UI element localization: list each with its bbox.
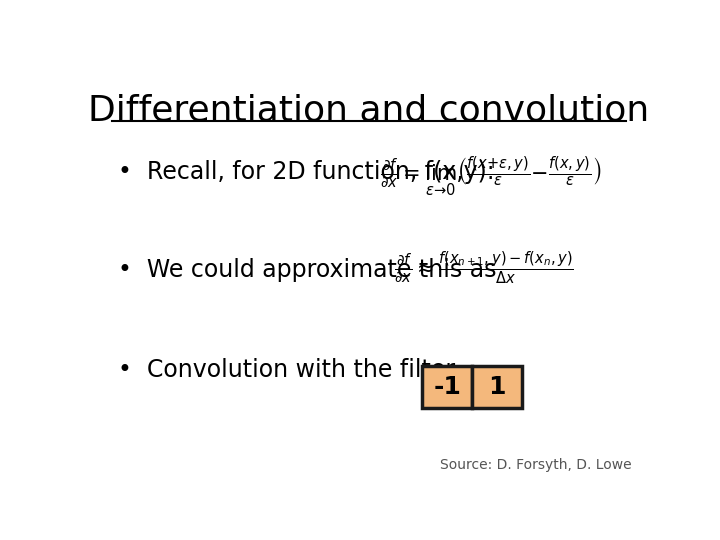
Text: Source: D. Forsyth, D. Lowe: Source: D. Forsyth, D. Lowe bbox=[440, 458, 631, 472]
FancyBboxPatch shape bbox=[422, 366, 472, 408]
Text: •  We could approximate this as: • We could approximate this as bbox=[118, 258, 496, 282]
Text: •  Convolution with the filter: • Convolution with the filter bbox=[118, 358, 455, 382]
Text: $\frac{\partial f}{\partial x} = \lim_{\varepsilon \to 0}\left(\frac{f(x+\vareps: $\frac{\partial f}{\partial x} = \lim_{\… bbox=[380, 154, 602, 199]
Text: -1: -1 bbox=[433, 375, 461, 399]
FancyBboxPatch shape bbox=[472, 366, 523, 408]
Text: Differentiation and convolution: Differentiation and convolution bbox=[89, 94, 649, 128]
Text: •  Recall, for 2D function, f(x,y):: • Recall, for 2D function, f(x,y): bbox=[118, 160, 495, 185]
Text: $\frac{\partial f}{\partial x} \approx \frac{f(x_{n+1},y) - f(x_n,y)}{\Delta x}$: $\frac{\partial f}{\partial x} \approx \… bbox=[394, 250, 574, 287]
Text: 1: 1 bbox=[489, 375, 506, 399]
